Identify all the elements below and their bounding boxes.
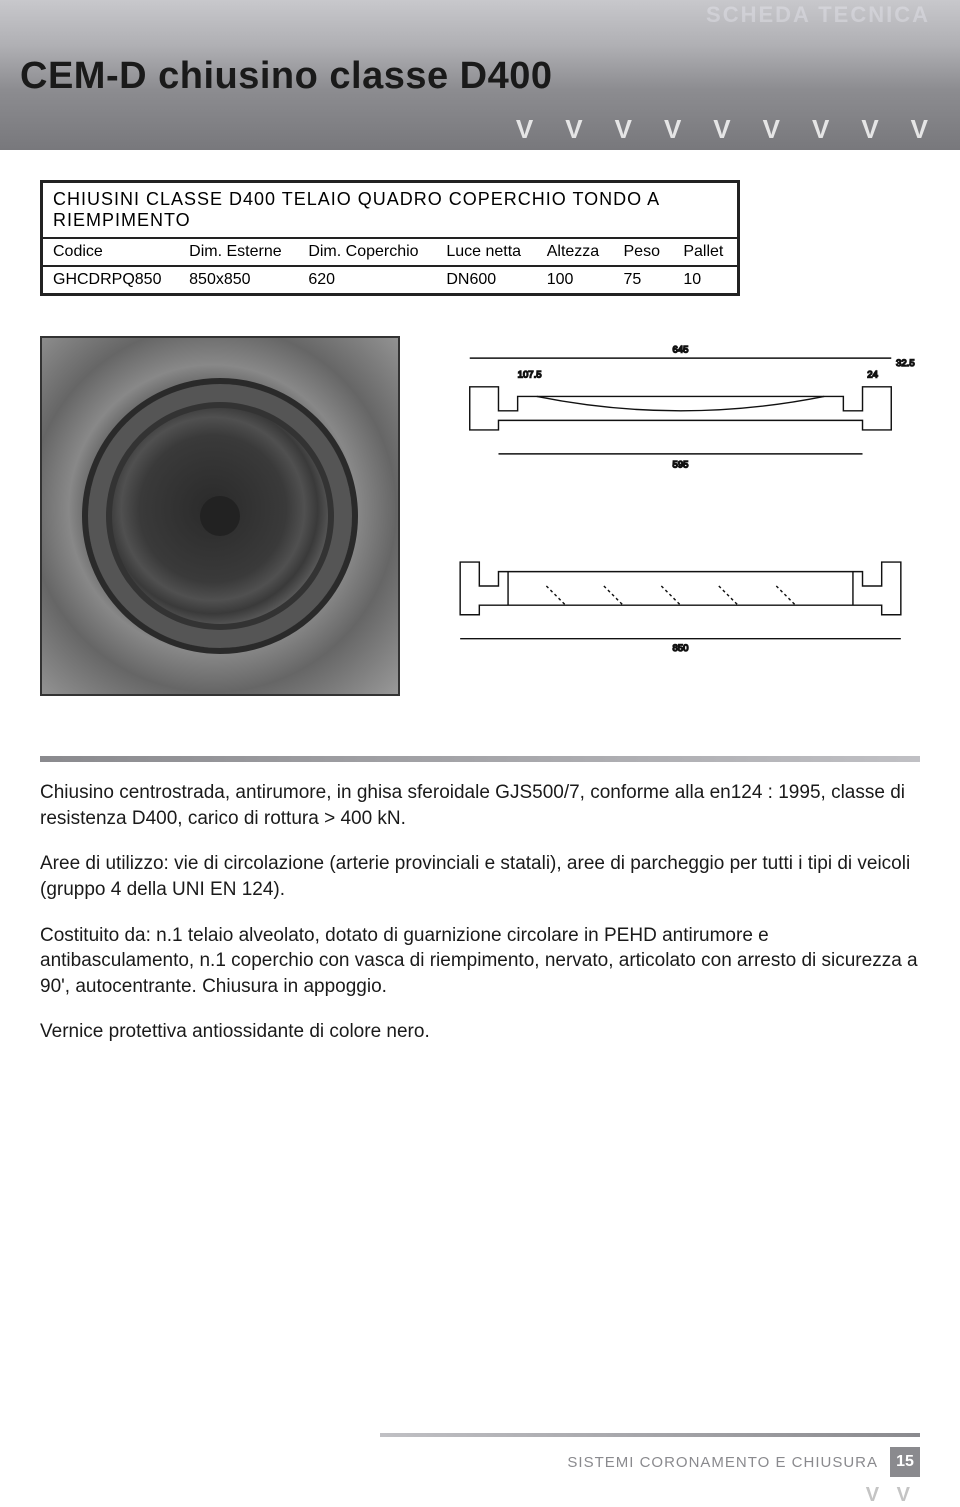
svg-text:850: 850: [673, 643, 689, 654]
footer-rule: [380, 1433, 920, 1437]
table-header-row: Codice Dim. Esterne Dim. Coperchio Luce …: [43, 239, 737, 266]
cell-codice: GHCDRPQ850: [43, 266, 179, 293]
header-badge: SCHEDA TECNICA: [706, 2, 930, 28]
col-dim-coperchio: Dim. Coperchio: [298, 239, 436, 266]
section-rule: [40, 756, 920, 762]
col-pallet: Pallet: [673, 239, 737, 266]
table-row: GHCDRPQ850 850x850 620 DN600 100 75 10: [43, 266, 737, 293]
section-drawing-bottom: 850: [440, 516, 920, 656]
col-peso: Peso: [614, 239, 674, 266]
figures-row: 645 107.5 24 32.5 595: [40, 336, 920, 696]
svg-text:107.5: 107.5: [518, 369, 542, 380]
cell-luce-netta: DN600: [436, 266, 536, 293]
technical-drawings: 645 107.5 24 32.5 595: [440, 336, 920, 656]
paragraph-composition: Costituito da: n.1 telaio alveolato, dot…: [40, 923, 920, 1000]
cell-dim-coperchio: 620: [298, 266, 436, 293]
col-codice: Codice: [43, 239, 179, 266]
col-luce-netta: Luce netta: [436, 239, 536, 266]
page-title: CEM-D chiusino classe D400: [20, 55, 553, 98]
cell-dim-esterne: 850x850: [179, 266, 298, 293]
spec-table-grid: Codice Dim. Esterne Dim. Coperchio Luce …: [43, 239, 737, 293]
header-band: SCHEDA TECNICA CEM-D chiusino classe D40…: [0, 0, 960, 150]
svg-text:595: 595: [673, 459, 689, 470]
col-dim-esterne: Dim. Esterne: [179, 239, 298, 266]
svg-text:645: 645: [673, 344, 689, 355]
footer-page-number: 15: [890, 1447, 920, 1477]
decorative-footer-v: V V: [866, 1484, 916, 1507]
cell-altezza: 100: [537, 266, 614, 293]
paragraph-finish: Vernice protettiva antiossidante di colo…: [40, 1019, 920, 1045]
paragraph-usage: Aree di utilizzo: vie di circolazione (a…: [40, 851, 920, 902]
spec-table: CHIUSINI CLASSE D400 TELAIO QUADRO COPER…: [40, 180, 740, 296]
decorative-v-row: VVVVVVVVV: [516, 114, 930, 145]
footer-label: SISTEMI CORONAMENTO E CHIUSURA: [567, 1454, 878, 1471]
table-caption: CHIUSINI CLASSE D400 TELAIO QUADRO COPER…: [43, 183, 737, 239]
svg-text:24: 24: [867, 369, 878, 380]
svg-text:32.5: 32.5: [896, 358, 915, 369]
col-altezza: Altezza: [537, 239, 614, 266]
content-area: CHIUSINI CLASSE D400 TELAIO QUADRO COPER…: [0, 150, 960, 1045]
cell-pallet: 10: [673, 266, 737, 293]
paragraph-description: Chiusino centrostrada, antirumore, in gh…: [40, 780, 920, 831]
cell-peso: 75: [614, 266, 674, 293]
footer: SISTEMI CORONAMENTO E CHIUSURA 15: [567, 1447, 920, 1477]
product-photo: [40, 336, 400, 696]
section-drawing-top: 645 107.5 24 32.5 595: [440, 336, 920, 476]
